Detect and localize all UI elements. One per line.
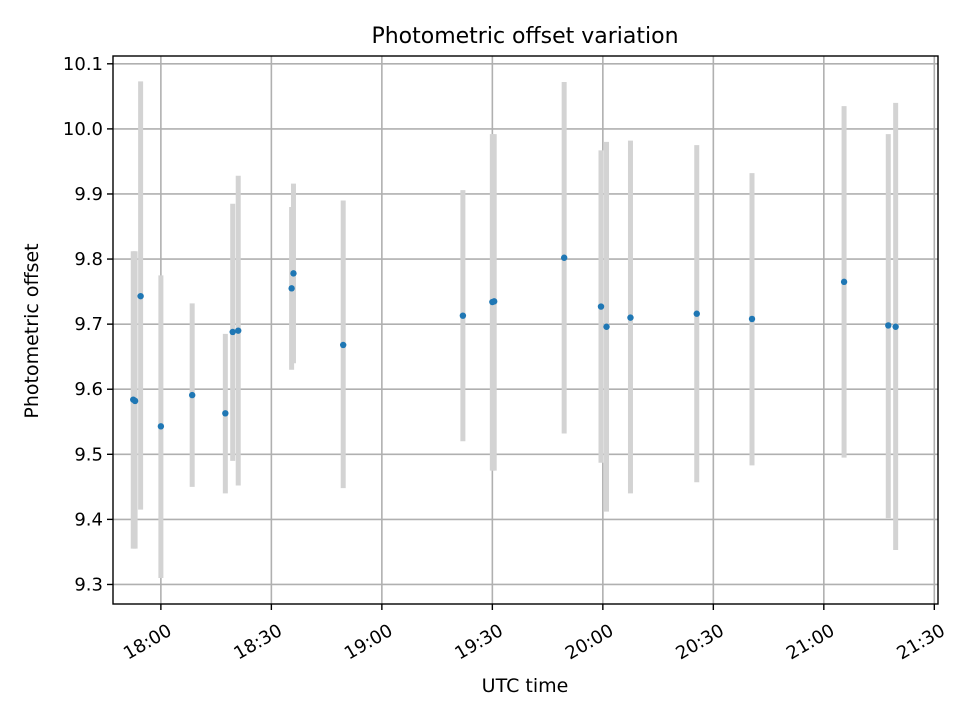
y-axis-label: Photometric offset <box>21 243 43 418</box>
y-tick-label: 9.4 <box>74 509 103 530</box>
x-tick-label: 21:00 <box>783 620 838 664</box>
data-point <box>840 278 848 286</box>
y-tick-label: 9.8 <box>74 249 103 270</box>
data-point <box>188 391 196 399</box>
data-points <box>130 254 899 430</box>
data-point <box>229 328 236 336</box>
y-tick-label: 9.7 <box>74 314 103 335</box>
y-tick-label: 10.1 <box>63 54 103 75</box>
data-point <box>748 315 756 323</box>
x-tick-label: 21:30 <box>893 620 948 664</box>
y-tick-label: 9.5 <box>74 444 103 465</box>
x-tick-label: 20:00 <box>562 620 617 664</box>
data-point <box>131 397 139 405</box>
data-point <box>157 423 165 430</box>
y-tick-label: 9.3 <box>74 574 103 595</box>
x-axis-ticks: 18:00 18:30 19:00 19:30 20:00 20:30 21:00 21:30 <box>120 604 949 664</box>
data-point <box>235 327 242 334</box>
data-point <box>459 312 467 319</box>
y-tick-label: 9.9 <box>74 184 103 205</box>
data-point <box>339 341 347 349</box>
plot-frame <box>112 55 939 605</box>
data-point <box>603 323 610 330</box>
data-point <box>885 322 892 329</box>
data-point <box>222 410 229 417</box>
chart-title: Photometric offset variation <box>371 24 678 49</box>
data-point <box>560 254 568 261</box>
data-point <box>597 303 605 310</box>
data-point <box>627 314 634 321</box>
data-point <box>490 298 498 305</box>
x-axis-label: UTC time <box>482 675 569 697</box>
data-point <box>290 270 297 277</box>
data-point <box>892 323 899 330</box>
y-axis-ticks: 9.3 9.4 9.5 9.6 9.7 9.8 9.9 10.0 10.1 <box>63 54 113 595</box>
error-bars <box>130 81 899 578</box>
data-point <box>137 292 144 300</box>
grid <box>113 56 938 604</box>
data-point <box>693 310 700 317</box>
y-tick-label: 9.6 <box>74 379 103 400</box>
x-tick-label: 18:30 <box>230 620 285 664</box>
x-tick-label: 20:30 <box>672 620 727 664</box>
x-tick-label: 19:00 <box>341 620 396 664</box>
data-point <box>288 285 295 292</box>
x-tick-label: 18:00 <box>120 620 175 664</box>
x-tick-label: 19:30 <box>451 620 506 664</box>
y-tick-label: 10.0 <box>63 119 103 140</box>
